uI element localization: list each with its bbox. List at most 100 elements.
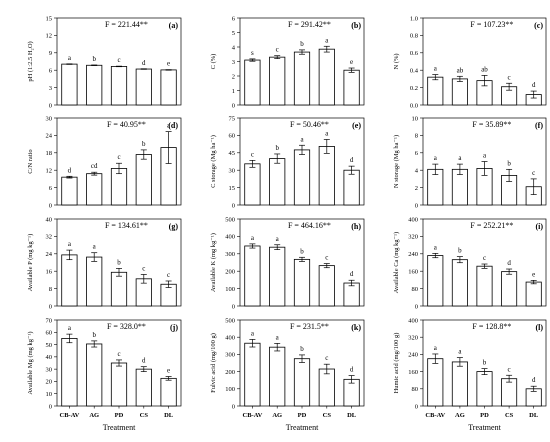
significance-letter: a bbox=[167, 122, 171, 130]
y-tick-label: 400 bbox=[225, 335, 235, 342]
significance-letter: cd bbox=[91, 162, 98, 170]
panel-j: 0 10 20 30 40 50 60 70 Available Mg (mg kg⁻¹) F =… bbox=[27, 317, 182, 432]
y-tick-label: 320 bbox=[408, 335, 418, 342]
y-tick-label: 9 bbox=[49, 50, 52, 57]
y-tick-label: 0 bbox=[49, 202, 52, 209]
y-tick-label: 0 bbox=[232, 303, 235, 310]
y-tick-label: 30 bbox=[46, 366, 53, 373]
bar bbox=[110, 362, 128, 407]
y-tick-label: 60 bbox=[229, 133, 236, 140]
x-axis-title: Treatment bbox=[103, 423, 136, 432]
f-statistic: F = 231.5** bbox=[290, 322, 329, 331]
y-tick-label: 6 bbox=[49, 185, 53, 192]
panel-f: 0 2 4 6 8 10 N storage (Mg ha⁻¹) F = 35.89** (f)… bbox=[393, 115, 547, 209]
panel-label: (j) bbox=[170, 323, 178, 332]
bar bbox=[86, 256, 103, 307]
f-statistic: F = 50.46** bbox=[290, 120, 329, 129]
x-category-label: PD bbox=[115, 412, 124, 419]
bar bbox=[501, 378, 518, 407]
bar bbox=[61, 176, 78, 206]
y-tick-label: 12 bbox=[46, 168, 53, 175]
x-category-label: AG bbox=[89, 412, 99, 419]
x-category-label: DL bbox=[347, 412, 357, 419]
significance-letter: d bbox=[507, 259, 511, 267]
significance-letter: d bbox=[532, 376, 536, 384]
bar bbox=[293, 149, 311, 206]
significance-letter: a bbox=[325, 129, 329, 137]
y-tick-label: 0 bbox=[232, 202, 235, 209]
x-category-label: CS bbox=[505, 412, 514, 419]
significance-letter: ab bbox=[481, 65, 488, 73]
f-statistic: F = 107.23** bbox=[470, 20, 513, 29]
bar bbox=[61, 338, 78, 407]
bar bbox=[343, 282, 360, 307]
y-tick-label: 300 bbox=[225, 352, 235, 359]
bar bbox=[318, 368, 335, 407]
significance-letter: a bbox=[434, 243, 438, 251]
significance-letter: e bbox=[167, 60, 170, 68]
bar bbox=[160, 377, 177, 407]
y-tick-label: 1 bbox=[232, 88, 235, 95]
y-axis-label: Fulvic acid (mg/100 g) bbox=[210, 333, 217, 393]
significance-letter: a bbox=[276, 333, 280, 341]
y-tick-label: 6 bbox=[49, 68, 53, 75]
y-tick-label: 100 bbox=[225, 286, 235, 293]
panel-label: (i) bbox=[535, 222, 543, 231]
y-tick-label: 0 bbox=[415, 303, 418, 310]
significance-letter: a bbox=[251, 329, 255, 337]
significance-letter: d bbox=[532, 81, 536, 89]
significance-letter: b bbox=[275, 144, 279, 152]
y-tick-label: 45 bbox=[229, 150, 236, 157]
y-tick-label: 8 bbox=[415, 133, 418, 140]
significance-letter: b bbox=[117, 258, 121, 266]
significance-letter: b bbox=[507, 159, 511, 167]
x-category-label: CB-AV bbox=[60, 412, 80, 419]
y-tick-label: 20 bbox=[46, 379, 53, 386]
significance-letter: b bbox=[300, 345, 304, 353]
x-category-label: AG bbox=[455, 412, 465, 419]
x-category-label: DL bbox=[529, 412, 539, 419]
bar bbox=[451, 78, 468, 106]
panel-label: (c) bbox=[534, 21, 543, 30]
y-axis-label: pH (1:2.5 H₂O) bbox=[27, 41, 34, 81]
significance-letter: b bbox=[92, 55, 96, 63]
bar bbox=[135, 68, 152, 106]
bar bbox=[293, 358, 311, 407]
x-axis-title: Treatment bbox=[468, 423, 501, 432]
y-tick-label: 2 bbox=[232, 73, 235, 80]
bar bbox=[110, 271, 128, 307]
bar bbox=[110, 66, 128, 106]
significance-letter: a bbox=[300, 135, 304, 143]
panel-c: 0.0 0.2 0.4 0.6 0.8 1.0 N (%) F = 107.23** (c) a a… bbox=[393, 15, 547, 109]
y-tick-label: 200 bbox=[225, 269, 235, 276]
y-tick-label: 320 bbox=[408, 234, 418, 241]
bar bbox=[427, 255, 444, 307]
significance-letter: c bbox=[117, 56, 120, 64]
y-axis-label: C (%) bbox=[210, 54, 217, 70]
y-tick-label: 3 bbox=[232, 59, 235, 66]
significance-letter: e bbox=[350, 58, 353, 66]
y-tick-label: 60 bbox=[46, 330, 53, 337]
y-tick-label: 0 bbox=[232, 102, 235, 109]
x-axis-title: Treatment bbox=[286, 423, 319, 432]
significance-letter: c bbox=[508, 73, 511, 81]
y-tick-label: 30 bbox=[46, 115, 53, 122]
y-tick-label: 240 bbox=[408, 352, 418, 359]
panel-label: (d) bbox=[168, 121, 178, 130]
bar bbox=[451, 361, 468, 407]
significance-letter: b bbox=[92, 331, 96, 339]
bar bbox=[244, 342, 261, 407]
bar bbox=[343, 169, 360, 206]
significance-letter: s bbox=[251, 49, 254, 57]
y-tick-label: 1.0 bbox=[410, 15, 418, 22]
panel-label: (f) bbox=[535, 121, 543, 130]
f-statistic: F = 35.89** bbox=[472, 120, 511, 129]
bar bbox=[61, 63, 78, 106]
y-tick-label: 0 bbox=[415, 403, 418, 410]
y-tick-label: 80 bbox=[412, 286, 419, 293]
significance-letter: a bbox=[276, 235, 280, 243]
y-tick-label: 75 bbox=[229, 115, 236, 122]
bar bbox=[244, 245, 261, 307]
significance-letter: c bbox=[117, 350, 120, 358]
bar bbox=[160, 69, 177, 106]
